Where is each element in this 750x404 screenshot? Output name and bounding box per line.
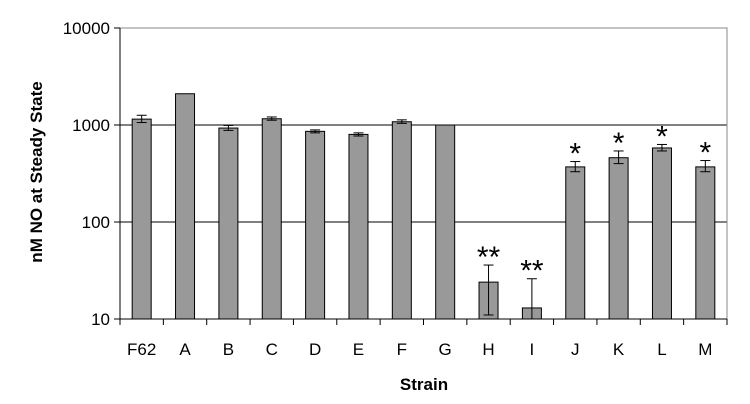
bar: [565, 166, 586, 320]
significance-marker: **: [520, 255, 544, 288]
bar: [435, 124, 456, 320]
x-tick-label: C: [266, 340, 278, 359]
x-axis: F62 A B C D E F G H I J K L M: [119, 28, 728, 359]
y-axis-title: nM NO at Steady State: [27, 81, 46, 262]
y-tick-label: 10000: [63, 19, 110, 38]
x-tick-label: I: [530, 340, 535, 359]
x-tick-label: M: [698, 340, 712, 359]
x-axis-title: Strain: [400, 375, 448, 394]
x-tick-label: K: [613, 340, 625, 359]
bar: [131, 118, 152, 320]
bar: [175, 93, 196, 320]
x-tick-label: H: [482, 340, 494, 359]
y-axis-ticks: 10 100 1000 10000: [63, 19, 120, 329]
bar: [305, 130, 326, 320]
bar: [391, 121, 412, 320]
error-bars: [136, 114, 711, 320]
x-tick-label: A: [179, 340, 191, 359]
bar: [218, 127, 239, 320]
plot-area-border: [119, 27, 728, 320]
bar: [695, 166, 716, 320]
x-tick-label: B: [223, 340, 234, 359]
significance-marker: **: [477, 241, 501, 274]
x-tick-label: F62: [127, 340, 156, 359]
x-tick-label: E: [353, 340, 364, 359]
x-tick-label: G: [439, 340, 452, 359]
gridlines: [120, 27, 727, 320]
significance-marker: *: [656, 120, 668, 153]
bars: [131, 93, 716, 320]
bar: [651, 147, 672, 320]
significance-marker: *: [569, 138, 581, 171]
y-tick-label: 1000: [72, 116, 110, 135]
y-tick-label: 10: [91, 310, 110, 329]
bar: [348, 133, 369, 320]
significance-markers: ** *** * * *: [477, 120, 712, 287]
x-tick-label: L: [657, 340, 666, 359]
bar: [608, 157, 629, 320]
x-tick-label: D: [309, 340, 321, 359]
y-tick-label: 100: [82, 213, 110, 232]
x-tick-label: J: [571, 340, 580, 359]
x-tick-label: F: [397, 340, 407, 359]
significance-marker: *: [613, 127, 625, 160]
bar: [261, 118, 282, 320]
significance-marker: *: [699, 137, 711, 170]
